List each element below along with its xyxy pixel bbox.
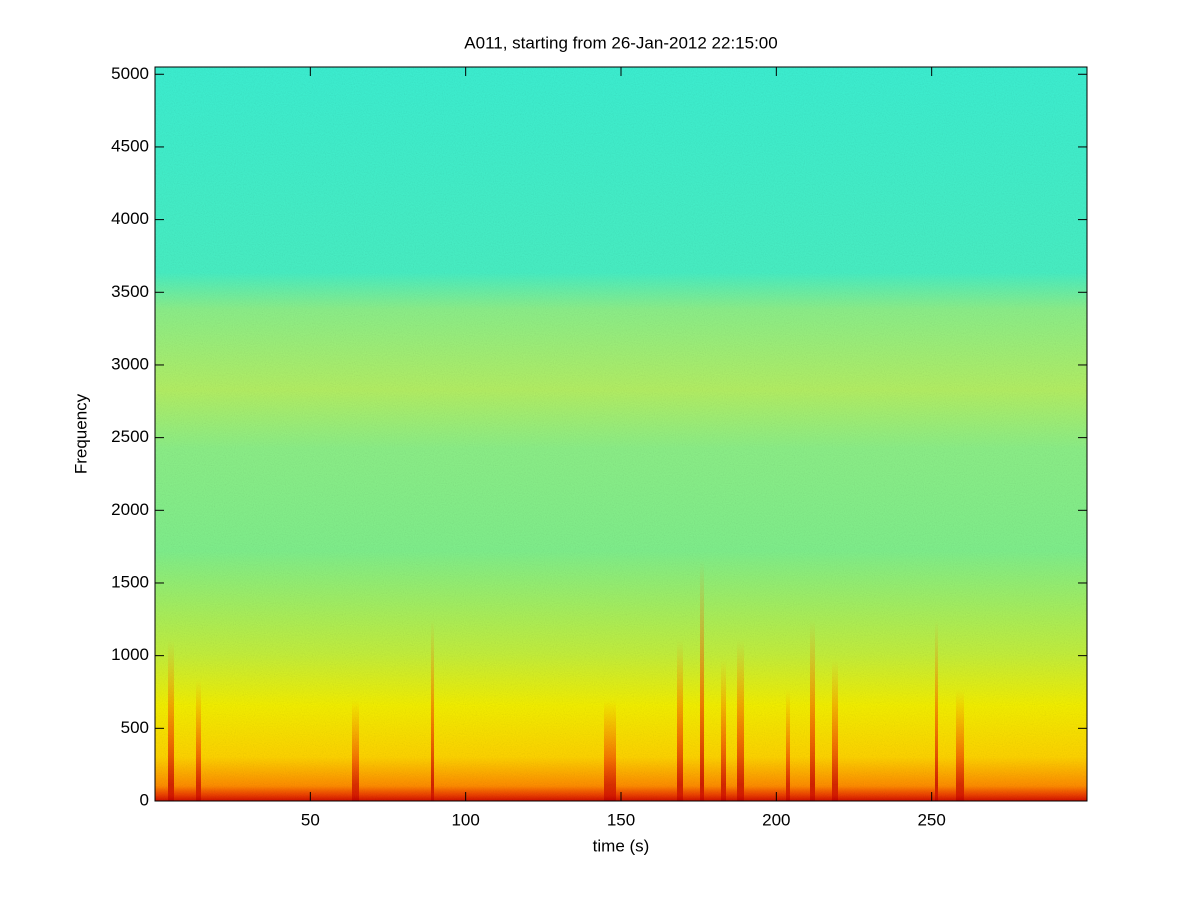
y-tick-label: 1000 <box>111 645 149 664</box>
x-tick-label: 100 <box>451 810 479 829</box>
y-tick-label: 0 <box>140 790 149 809</box>
spectrogram-image <box>155 67 1087 801</box>
x-tick-label: 150 <box>607 810 635 829</box>
x-tick-label: 250 <box>917 810 945 829</box>
y-tick-label: 4000 <box>111 209 149 228</box>
y-tick-label: 3500 <box>111 282 149 301</box>
y-tick-label: 2500 <box>111 427 149 446</box>
y-tick-label: 4500 <box>111 136 149 155</box>
y-tick-label: 5000 <box>111 64 149 83</box>
y-tick-label: 1500 <box>111 572 149 591</box>
y-tick-label: 500 <box>121 718 149 737</box>
y-axis-label: Frequency <box>71 393 90 474</box>
y-tick-label: 3000 <box>111 354 149 373</box>
x-tick-label: 50 <box>301 810 320 829</box>
y-tick-label: 2000 <box>111 500 149 519</box>
x-tick-label: 200 <box>762 810 790 829</box>
x-axis-label: time (s) <box>593 836 650 855</box>
chart-title: A011, starting from 26-Jan-2012 22:15:00 <box>464 33 777 52</box>
